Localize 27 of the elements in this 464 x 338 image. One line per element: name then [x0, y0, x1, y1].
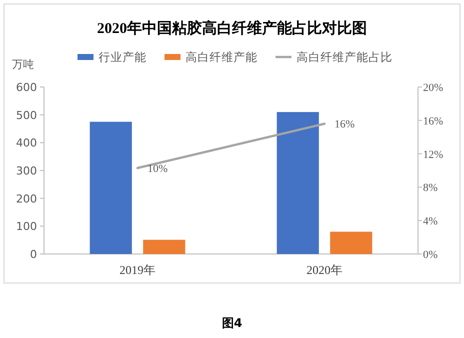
bar	[90, 122, 132, 254]
y2-tick-label: 4%	[423, 216, 438, 228]
y2-tick-label: 0%	[423, 249, 438, 261]
bar	[330, 232, 372, 254]
y2-tick-label: 8%	[423, 182, 438, 194]
caption: 图4	[222, 316, 242, 330]
legend-label: 行业产能	[98, 50, 146, 64]
data-label: 10%	[148, 162, 168, 175]
y2-tick-label: 20%	[423, 82, 444, 94]
legend-label: 高白纤维产能	[186, 50, 258, 64]
y-axis-title: 万吨	[12, 58, 34, 71]
y2-tick-label: 12%	[423, 148, 444, 161]
y-tick-label: 600	[16, 81, 37, 94]
y-tick-label: 0	[30, 248, 37, 261]
y-tick-label: 100	[16, 220, 37, 234]
y-tick-label: 400	[16, 136, 37, 150]
x-tick-label: 2020年	[306, 263, 342, 277]
y-tick-label: 500	[16, 108, 37, 122]
bar	[143, 240, 186, 254]
legend-label: 高白纤维产能占比	[296, 50, 392, 64]
chart-title: 2020年中国粘胶高白纤维产能占比对比图	[97, 19, 367, 37]
y2-tick-label: 16%	[423, 115, 444, 128]
data-label: 16%	[334, 118, 355, 131]
x-tick-label: 2019年	[120, 263, 156, 277]
y-tick-label: 200	[16, 192, 37, 206]
bar	[276, 112, 319, 254]
y-tick-label: 300	[16, 164, 37, 178]
